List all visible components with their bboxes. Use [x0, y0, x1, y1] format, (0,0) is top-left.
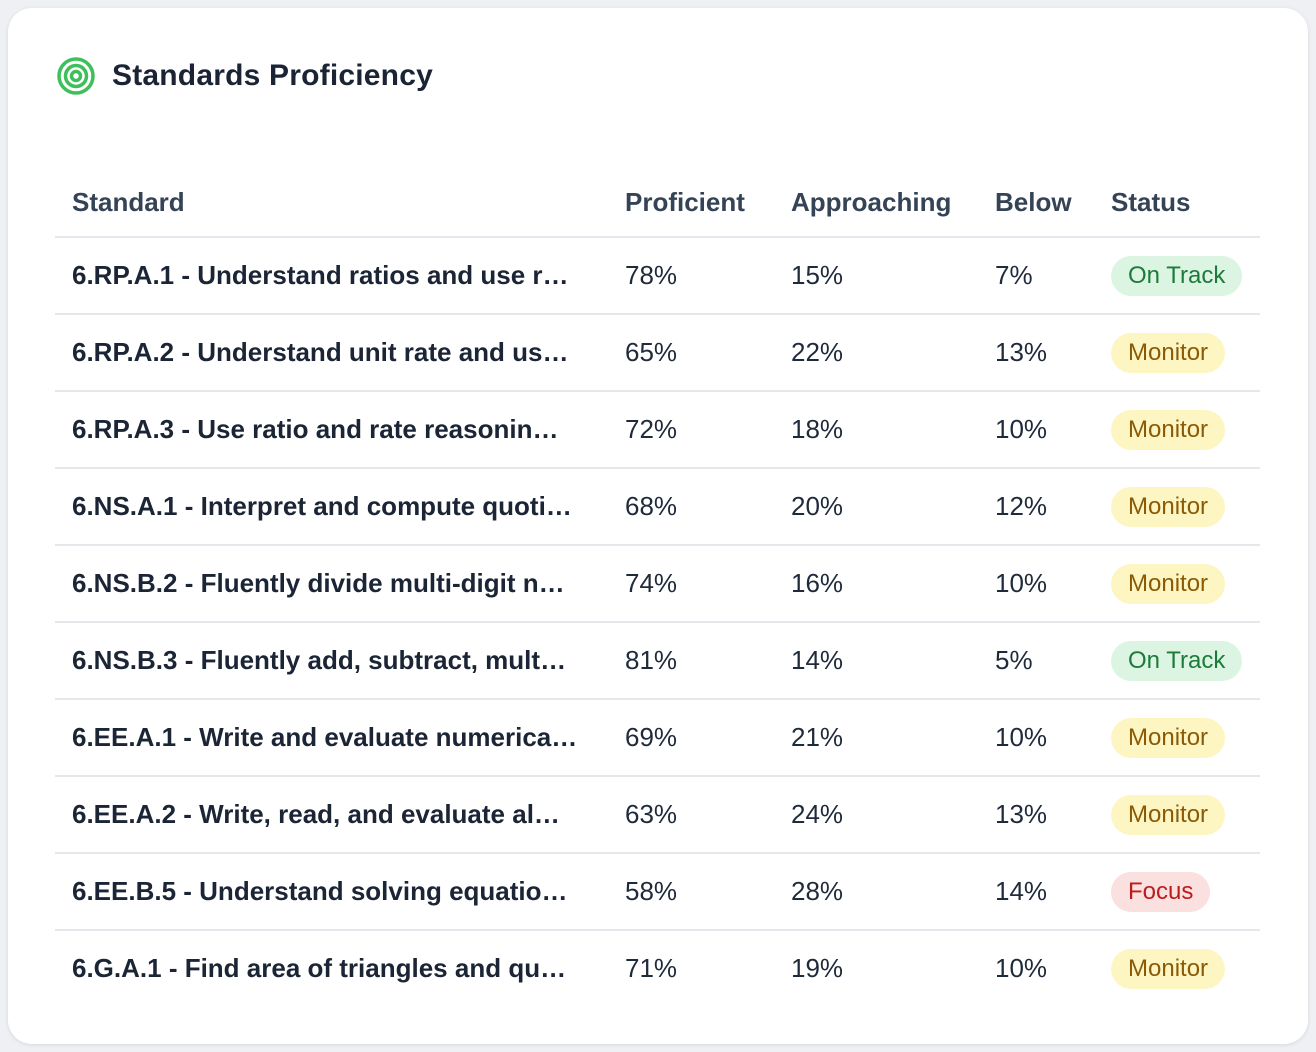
- table-row[interactable]: 6.EE.A.1 - Write and evaluate numerica… 6…: [55, 699, 1260, 777]
- table-row[interactable]: 6.G.A.1 - Find area of triangles and qu……: [55, 930, 1260, 1006]
- below-cell: 12%: [978, 468, 1094, 546]
- standards-table: Standard Proficient Approaching Below St…: [55, 168, 1260, 1006]
- approaching-cell: 28%: [774, 853, 978, 931]
- column-header-proficient[interactable]: Proficient: [608, 168, 774, 238]
- status-cell: Monitor: [1094, 468, 1260, 546]
- standard-cell: 6.RP.A.1 - Understand ratios and use r…: [55, 237, 608, 315]
- below-cell: 10%: [978, 545, 1094, 623]
- below-cell: 13%: [978, 314, 1094, 392]
- table-row[interactable]: 6.RP.A.2 - Understand unit rate and us… 6…: [55, 314, 1260, 392]
- status-cell: Monitor: [1094, 699, 1260, 777]
- status-badge: On Track: [1111, 255, 1243, 296]
- status-badge: On Track: [1111, 640, 1243, 681]
- proficient-cell: 81%: [608, 622, 774, 700]
- status-cell: On Track: [1094, 622, 1260, 700]
- table-header-row: Standard Proficient Approaching Below St…: [55, 168, 1260, 238]
- standards-proficiency-card: Standards Proficiency Standard Proficien…: [8, 8, 1308, 1044]
- standard-cell: 6.G.A.1 - Find area of triangles and qu…: [72, 953, 567, 983]
- status-badge: Monitor: [1111, 717, 1226, 758]
- table-row[interactable]: 6.EE.A.2 - Write, read, and evaluate al……: [55, 776, 1260, 854]
- standard-cell: 6.RP.A.2 - Understand unit rate and us…: [55, 314, 608, 392]
- status-badge: Monitor: [1111, 409, 1226, 450]
- table-row[interactable]: 6.NS.A.1 - Interpret and compute quoti… 6…: [55, 468, 1260, 546]
- card-title: Standards Proficiency: [112, 59, 433, 92]
- status-cell: Monitor: [1094, 930, 1260, 1006]
- proficient-cell: 72%: [608, 391, 774, 469]
- target-icon: [56, 56, 96, 96]
- approaching-cell: 18%: [774, 391, 978, 469]
- table-row[interactable]: 6.NS.B.3 - Fluently add, subtract, mult……: [55, 622, 1260, 700]
- status-cell: Monitor: [1094, 314, 1260, 392]
- proficient-cell: 78%: [608, 237, 774, 315]
- standard-cell: 6.EE.A.1 - Write and evaluate numerica…: [55, 699, 608, 777]
- standard-cell: 6.NS.B.3 - Fluently add, subtract, mult…: [55, 622, 608, 700]
- proficient-cell: 58%: [608, 853, 774, 931]
- below-cell: 13%: [978, 776, 1094, 854]
- approaching-cell: 16%: [774, 545, 978, 623]
- proficient-cell: 69%: [608, 699, 774, 777]
- approaching-cell: 15%: [774, 237, 978, 315]
- card-header: Standards Proficiency: [56, 54, 433, 98]
- standard-cell: 6.EE.A.2 - Write, read, and evaluate al…: [55, 776, 608, 854]
- status-cell: Focus: [1094, 853, 1260, 931]
- column-header-standard[interactable]: Standard: [55, 168, 608, 238]
- status-cell: Monitor: [1094, 776, 1260, 854]
- status-badge: Monitor: [1111, 563, 1226, 604]
- status-badge: Monitor: [1111, 332, 1226, 373]
- column-header-below[interactable]: Below: [978, 168, 1094, 238]
- approaching-cell: 21%: [774, 699, 978, 777]
- proficient-cell: 74%: [608, 545, 774, 623]
- standard-cell: 6.NS.B.2 - Fluently divide multi-digit n…: [55, 545, 608, 623]
- table-row[interactable]: 6.RP.A.1 - Understand ratios and use r… 7…: [55, 237, 1260, 315]
- table-row[interactable]: 6.NS.B.2 - Fluently divide multi-digit n…: [55, 545, 1260, 623]
- column-header-status[interactable]: Status: [1094, 168, 1260, 238]
- below-cell: 14%: [978, 853, 1094, 931]
- standard-cell: 6.RP.A.3 - Use ratio and rate reasonin…: [55, 391, 608, 469]
- standard-cell: 6.EE.B.5 - Understand solving equatio…: [55, 853, 608, 931]
- proficient-cell: 63%: [608, 776, 774, 854]
- status-cell: Monitor: [1094, 545, 1260, 623]
- below-cell: 7%: [978, 237, 1094, 315]
- proficient-cell: 65%: [608, 314, 774, 392]
- approaching-cell: 14%: [774, 622, 978, 700]
- approaching-cell: 22%: [774, 314, 978, 392]
- status-badge: Monitor: [1111, 486, 1226, 527]
- approaching-cell: 20%: [774, 468, 978, 546]
- status-cell: On Track: [1094, 237, 1260, 315]
- column-header-approaching[interactable]: Approaching: [774, 168, 978, 238]
- status-badge: Monitor: [1111, 948, 1226, 989]
- approaching-cell: 19%: [791, 953, 844, 983]
- standard-cell: 6.NS.A.1 - Interpret and compute quoti…: [55, 468, 608, 546]
- proficient-cell: 68%: [608, 468, 774, 546]
- proficient-cell: 71%: [625, 953, 678, 983]
- below-cell: 10%: [995, 953, 1048, 983]
- status-cell: Monitor: [1094, 391, 1260, 469]
- approaching-cell: 24%: [774, 776, 978, 854]
- status-badge: Monitor: [1111, 794, 1226, 835]
- table-body: 6.RP.A.1 - Understand ratios and use r… 7…: [55, 237, 1260, 1006]
- table-row[interactable]: 6.EE.B.5 - Understand solving equatio… 58…: [55, 853, 1260, 931]
- below-cell: 10%: [978, 391, 1094, 469]
- below-cell: 5%: [978, 622, 1094, 700]
- below-cell: 10%: [978, 699, 1094, 777]
- status-badge: Focus: [1111, 871, 1211, 912]
- table-row[interactable]: 6.RP.A.3 - Use ratio and rate reasonin… 7…: [55, 391, 1260, 469]
